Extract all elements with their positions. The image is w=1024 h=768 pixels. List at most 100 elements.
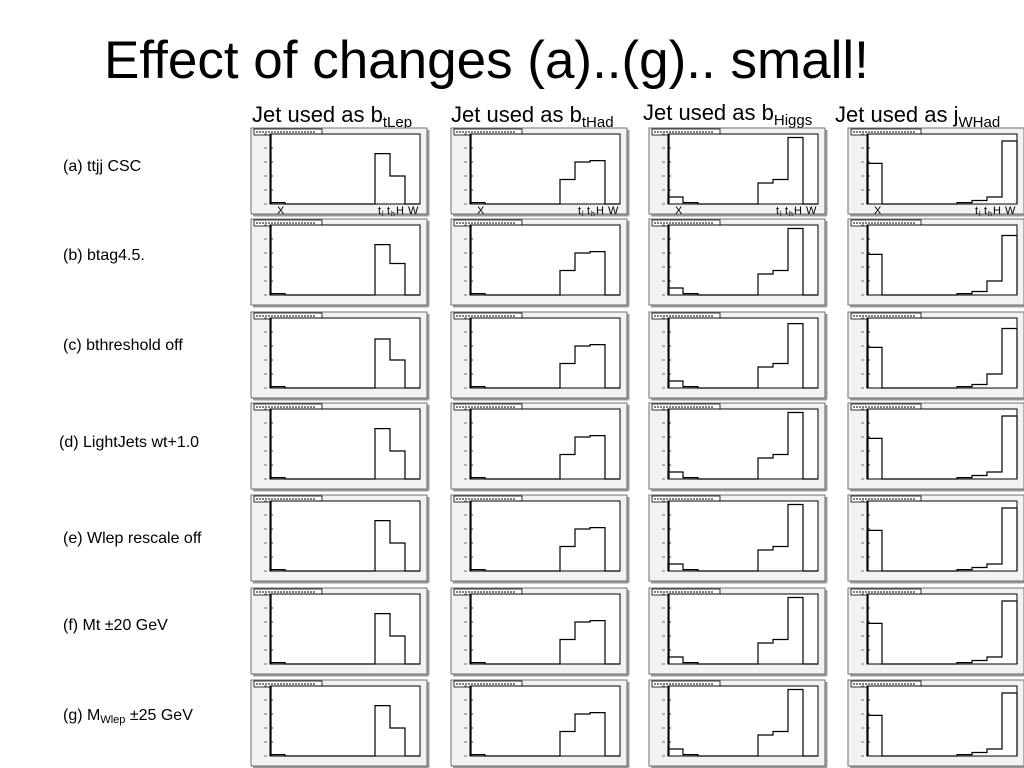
x-label-tl: t	[776, 205, 779, 217]
row-label-g: (g) MWlep ±25 GeV	[63, 706, 193, 726]
histogram-panel	[250, 587, 430, 677]
column-header-text: Jet used as b	[643, 100, 774, 125]
histogram-series	[667, 596, 818, 665]
x-label-tl-sub: l	[382, 211, 384, 218]
row-label-a: (a) ttjj CSC	[63, 158, 142, 175]
histogram-series	[866, 415, 1018, 480]
histogram-series	[269, 244, 420, 296]
x-label-tl: t	[578, 205, 581, 217]
plot-area	[866, 593, 1018, 665]
column-header-text: Jet used as b	[252, 102, 383, 127]
row-label-c: (c) bthreshold off	[63, 337, 183, 354]
histogram-panel	[250, 218, 430, 308]
histogram-panel	[648, 494, 828, 584]
x-label-h: H	[396, 205, 404, 217]
x-label-x: X	[477, 205, 485, 217]
histogram-panel	[648, 218, 828, 308]
column-header-subscript: Higgs	[773, 112, 813, 129]
x-label-th: t	[387, 205, 390, 217]
histogram-series	[469, 251, 620, 296]
histogram-series	[469, 435, 620, 480]
histogram-panel	[250, 311, 430, 401]
histogram-panel	[450, 587, 630, 677]
plot-area	[667, 408, 819, 480]
histogram-panel	[450, 311, 630, 401]
histogram-panel	[450, 679, 630, 768]
plot-area	[866, 224, 1018, 296]
histogram-series	[469, 160, 620, 205]
histogram-series	[667, 227, 818, 296]
histogram-series	[269, 520, 420, 572]
x-label-x: X	[874, 205, 882, 217]
histogram-panel	[847, 587, 1024, 677]
histogram-series	[866, 600, 1018, 665]
histogram-panel	[450, 494, 630, 584]
row-label-f: (f) Mt ±20 GeV	[63, 617, 168, 634]
column-header-btlep: Jet used as btLep	[252, 100, 412, 130]
histogram-panel	[847, 218, 1024, 308]
plot-area	[866, 133, 1018, 205]
histogram-series	[667, 411, 818, 480]
x-label-h: H	[794, 205, 802, 217]
plot-area	[469, 593, 621, 665]
plot-area	[469, 224, 621, 296]
x-label-h: H	[596, 205, 604, 217]
x-label-tl: t	[975, 205, 978, 217]
plot-area	[866, 685, 1018, 757]
row-label-suffix: ±25 GeV	[125, 707, 193, 724]
x-label-th-sub: h	[591, 211, 595, 218]
histogram-panel	[250, 679, 430, 768]
x-label-x: X	[277, 205, 285, 217]
plot-area	[269, 408, 421, 480]
x-label-x: X	[675, 205, 683, 217]
x-label-th-sub: h	[988, 211, 992, 218]
plot-area	[269, 224, 421, 296]
histogram-series	[469, 620, 620, 665]
histogram-series	[269, 613, 420, 665]
column-header-subscript: WHad	[958, 114, 1001, 131]
histogram-series	[667, 323, 818, 389]
histogram-panel	[648, 587, 828, 677]
x-label-tl-sub: l	[979, 211, 981, 218]
histogram-panel	[250, 402, 430, 492]
x-label-h: H	[993, 205, 1001, 217]
row-label-text: (g) M	[63, 707, 101, 724]
plot-area	[269, 685, 421, 757]
histogram-series	[667, 688, 818, 757]
histogram-series	[469, 527, 620, 572]
histogram-series	[667, 136, 818, 205]
x-label-w: W	[806, 205, 817, 217]
plot-area	[269, 500, 421, 572]
column-header-jwhad: Jet used as jWHad	[835, 100, 1000, 130]
histogram-series	[866, 327, 1018, 389]
plot-area	[269, 317, 421, 389]
histogram-panel	[648, 679, 828, 768]
plot-area	[667, 593, 819, 665]
x-label-tl-sub: l	[780, 211, 782, 218]
column-header-text: Jet used as j	[835, 102, 959, 127]
histogram-panel	[847, 402, 1024, 492]
histogram-panel	[847, 494, 1024, 584]
histogram-panel	[847, 679, 1024, 768]
x-label-th: t	[984, 205, 987, 217]
plot-area	[667, 317, 819, 389]
plot-area	[469, 317, 621, 389]
histogram-panel	[847, 311, 1024, 401]
slide-title: Effect of changes (a)..(g).. small!	[104, 31, 869, 90]
plot-area	[866, 500, 1018, 572]
plot-area	[469, 133, 621, 205]
column-header-subscript: tHad	[581, 114, 614, 131]
histogram-series	[866, 234, 1018, 296]
row-label-e: (e) Wlep rescale off	[63, 530, 202, 547]
row-label-d: (d) LightJets wt+1.0	[59, 434, 200, 451]
histogram-series	[866, 140, 1018, 205]
histogram-panel	[450, 218, 630, 308]
column-header-text: Jet used as b	[451, 102, 582, 127]
plot-area	[469, 408, 621, 480]
column-header-bthad: Jet used as btHad	[451, 100, 614, 130]
